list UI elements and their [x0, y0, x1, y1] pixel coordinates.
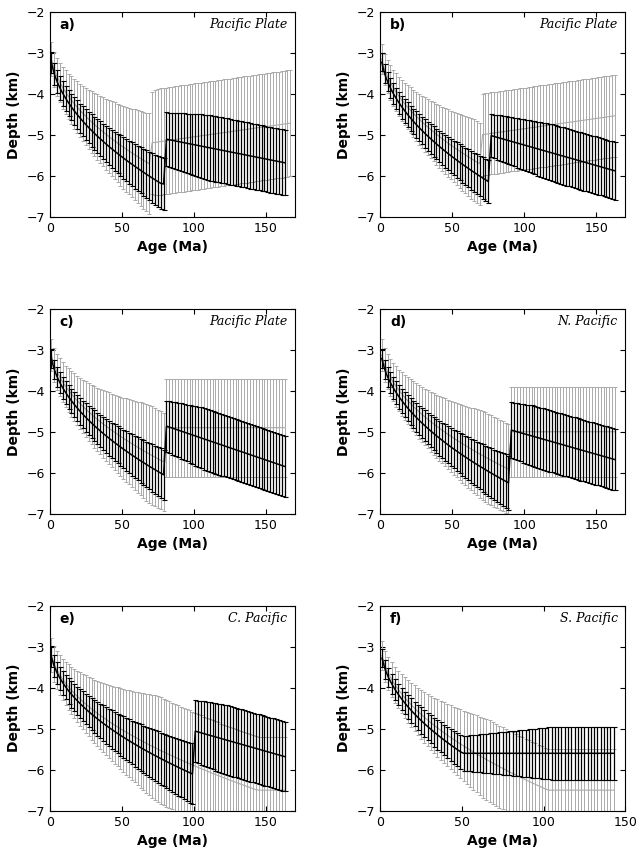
Y-axis label: Depth (km): Depth (km) [7, 367, 21, 456]
Text: N. Pacific: N. Pacific [558, 315, 618, 328]
Y-axis label: Depth (km): Depth (km) [337, 70, 352, 158]
Text: Pacific Plate: Pacific Plate [209, 18, 287, 31]
Y-axis label: Depth (km): Depth (km) [7, 70, 21, 158]
X-axis label: Age (Ma): Age (Ma) [137, 240, 208, 254]
Text: a): a) [60, 18, 75, 32]
Text: Pacific Plate: Pacific Plate [209, 315, 287, 328]
Y-axis label: Depth (km): Depth (km) [337, 664, 352, 752]
Text: f): f) [390, 612, 402, 626]
X-axis label: Age (Ma): Age (Ma) [468, 834, 538, 848]
Text: e): e) [60, 612, 75, 626]
Text: d): d) [390, 315, 406, 329]
X-axis label: Age (Ma): Age (Ma) [137, 537, 208, 551]
Text: S. Pacific: S. Pacific [560, 612, 618, 625]
X-axis label: Age (Ma): Age (Ma) [468, 240, 538, 254]
Text: b): b) [390, 18, 406, 32]
X-axis label: Age (Ma): Age (Ma) [468, 537, 538, 551]
Text: Pacific Plate: Pacific Plate [540, 18, 618, 31]
Y-axis label: Depth (km): Depth (km) [7, 664, 21, 752]
Text: c): c) [60, 315, 74, 329]
X-axis label: Age (Ma): Age (Ma) [137, 834, 208, 848]
Y-axis label: Depth (km): Depth (km) [337, 367, 352, 456]
Text: C. Pacific: C. Pacific [228, 612, 287, 625]
